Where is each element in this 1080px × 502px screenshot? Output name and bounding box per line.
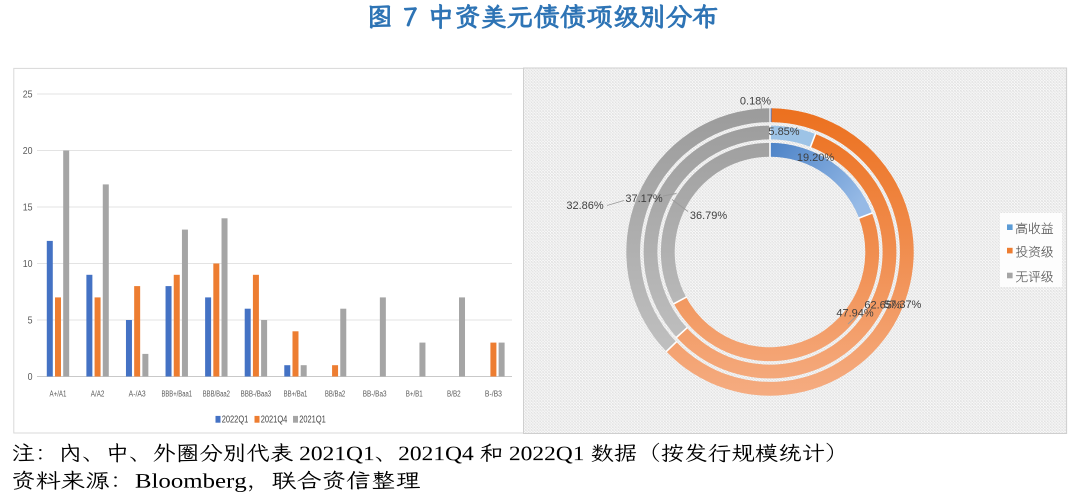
svg-text:57.37%: 57.37% bbox=[884, 299, 922, 311]
svg-text:25: 25 bbox=[23, 89, 33, 101]
svg-text:36.79%: 36.79% bbox=[690, 210, 728, 222]
svg-text:2021Q1: 2021Q1 bbox=[299, 415, 326, 426]
svg-text:BBB/Baa2: BBB/Baa2 bbox=[203, 390, 231, 399]
svg-text:5.85%: 5.85% bbox=[768, 126, 799, 138]
svg-text:0: 0 bbox=[28, 371, 33, 383]
svg-text:32.86%: 32.86% bbox=[566, 200, 604, 212]
svg-text:0.18%: 0.18% bbox=[740, 96, 771, 108]
svg-text:62.65%: 62.65% bbox=[864, 300, 902, 312]
svg-text:BB-/Ba3: BB-/Ba3 bbox=[363, 390, 387, 399]
svg-text:A/A2: A/A2 bbox=[91, 390, 105, 399]
svg-text:BBB+/Baa1: BBB+/Baa1 bbox=[161, 390, 192, 399]
svg-text:47.94%: 47.94% bbox=[836, 308, 874, 320]
svg-text:10: 10 bbox=[23, 258, 33, 270]
svg-text:A-/A3: A-/A3 bbox=[129, 390, 146, 399]
svg-text:B+/B1: B+/B1 bbox=[406, 390, 423, 399]
svg-text:2021Q4: 2021Q4 bbox=[261, 415, 288, 426]
svg-text:37.17%: 37.17% bbox=[625, 193, 663, 205]
svg-text:B/B2: B/B2 bbox=[447, 390, 461, 399]
svg-text:BB/Ba2: BB/Ba2 bbox=[325, 390, 346, 399]
svg-text:15: 15 bbox=[23, 202, 33, 214]
svg-text:BB+/Ba1: BB+/Ba1 bbox=[284, 390, 308, 399]
svg-text:B-/B3: B-/B3 bbox=[485, 390, 502, 399]
svg-text:2022Q1: 2022Q1 bbox=[222, 415, 249, 426]
svg-text:19.20%: 19.20% bbox=[797, 152, 835, 164]
svg-text:BBB-/Baa3: BBB-/Baa3 bbox=[241, 390, 272, 399]
svg-text:5: 5 bbox=[28, 315, 33, 327]
svg-text:A+/A1: A+/A1 bbox=[49, 390, 66, 399]
svg-text:20: 20 bbox=[23, 145, 33, 157]
